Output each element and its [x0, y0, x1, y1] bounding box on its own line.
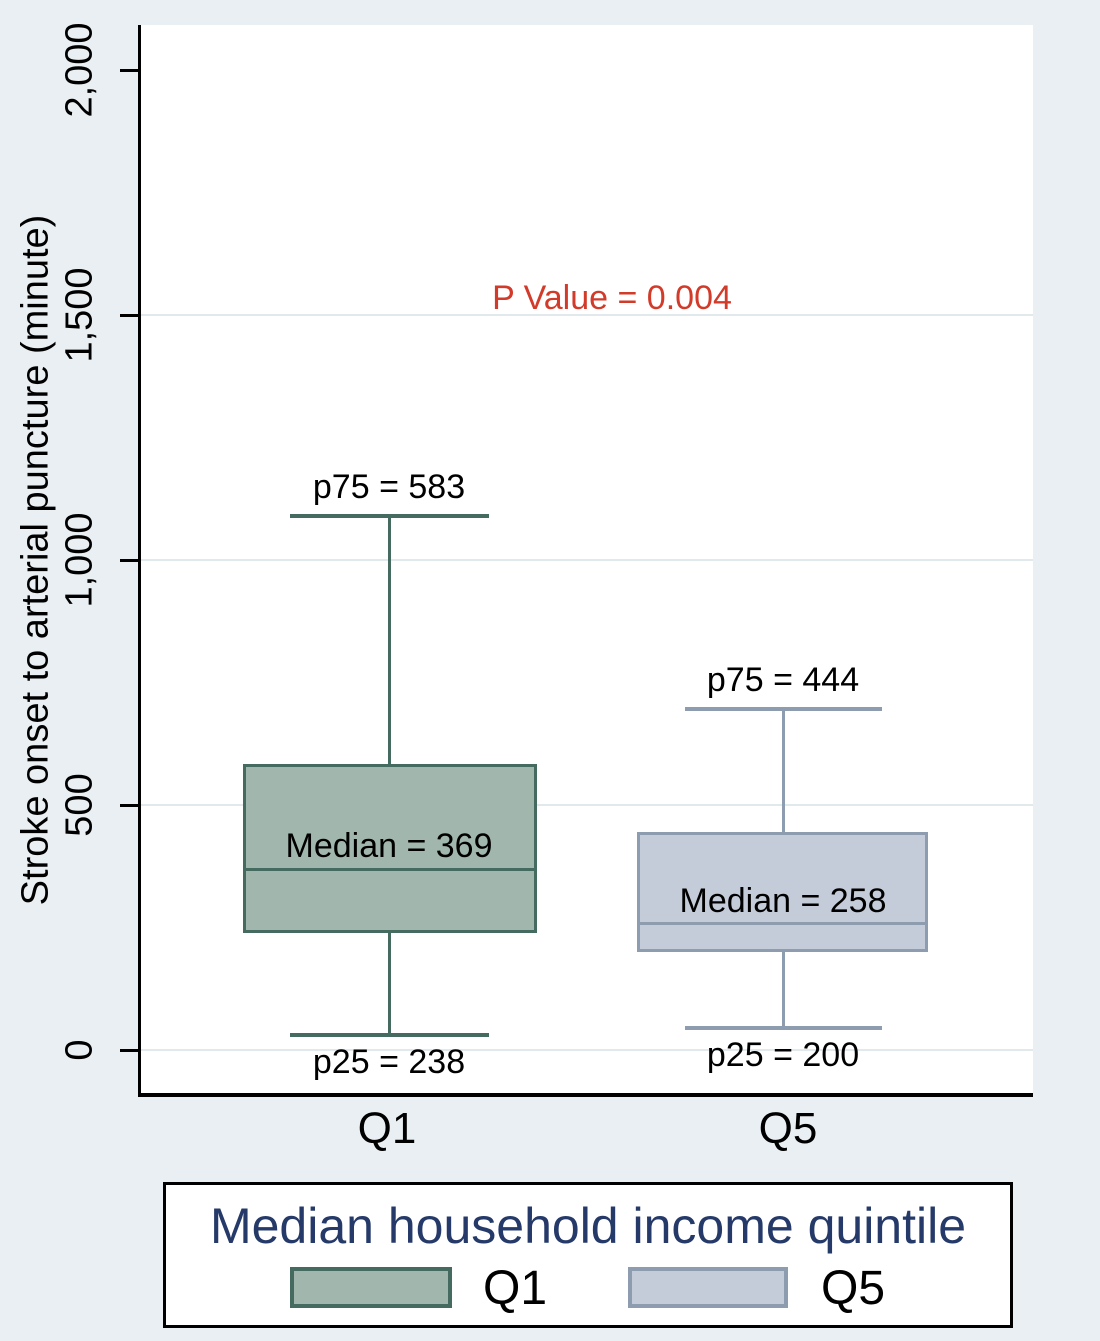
box-q1-upper-whisker: [387, 515, 391, 765]
y-tick-label-500: 500: [58, 773, 101, 837]
box-q5-lower-whisker-cap: [685, 1025, 882, 1030]
gridline-1000: [141, 559, 1033, 561]
legend-label-q1: Q1: [482, 1262, 548, 1315]
x-category-label-q1: Q1: [357, 1104, 417, 1153]
y-axis-line: [138, 25, 141, 1095]
box-q5-median-line: [637, 922, 928, 926]
gridline-0: [141, 1049, 1033, 1051]
box-q1-median-line: [243, 867, 537, 871]
box-q5-p25-label: p25 = 200: [706, 1035, 860, 1074]
box-q1-p25-label: p25 = 238: [312, 1043, 466, 1082]
box-q5-p75-label: p75 = 444: [706, 661, 860, 700]
box-q1-p75-label: p75 = 583: [312, 467, 466, 506]
legend-title: Median household income quintile: [209, 1198, 967, 1254]
y-tick-0: [120, 1048, 138, 1052]
gridline-1500: [141, 314, 1033, 316]
y-tick-2000: [120, 68, 138, 72]
box-q5-lower-whisker: [781, 952, 785, 1028]
y-axis-title: Stroke onset to arterial puncture (minut…: [14, 214, 57, 906]
legend-swatch-q5: [628, 1267, 788, 1308]
box-q1-iqr-box: [243, 764, 537, 934]
p-value-annotation: P Value = 0.004: [492, 279, 732, 317]
y-tick-1000: [120, 558, 138, 562]
box-q1-upper-whisker-cap: [290, 513, 489, 518]
legend-swatch-q1: [290, 1267, 452, 1308]
box-q5-iqr-box: [637, 832, 928, 952]
box-q1-lower-whisker-cap: [290, 1033, 489, 1038]
box-q5-upper-whisker: [781, 709, 785, 833]
box-q1-lower-whisker: [387, 933, 391, 1036]
box-q1-median-label: Median = 369: [285, 827, 493, 866]
legend-box: Median household income quintile Q1 Q5: [163, 1182, 1013, 1328]
legend-label-q5: Q5: [820, 1262, 886, 1315]
y-tick-label-0: 0: [58, 1039, 101, 1061]
y-tick-500: [120, 803, 138, 807]
y-tick-label-1500: 1,500: [58, 267, 101, 363]
y-tick-label-1000: 1,000: [58, 512, 101, 608]
y-tick-1500: [120, 313, 138, 317]
x-category-label-q5: Q5: [758, 1104, 818, 1153]
x-axis-line: [138, 1093, 1033, 1097]
gridline-500: [141, 804, 1033, 806]
box-q5-upper-whisker-cap: [685, 707, 882, 712]
y-tick-label-2000: 2,000: [58, 22, 101, 118]
box-q5-median-label: Median = 258: [679, 881, 887, 920]
